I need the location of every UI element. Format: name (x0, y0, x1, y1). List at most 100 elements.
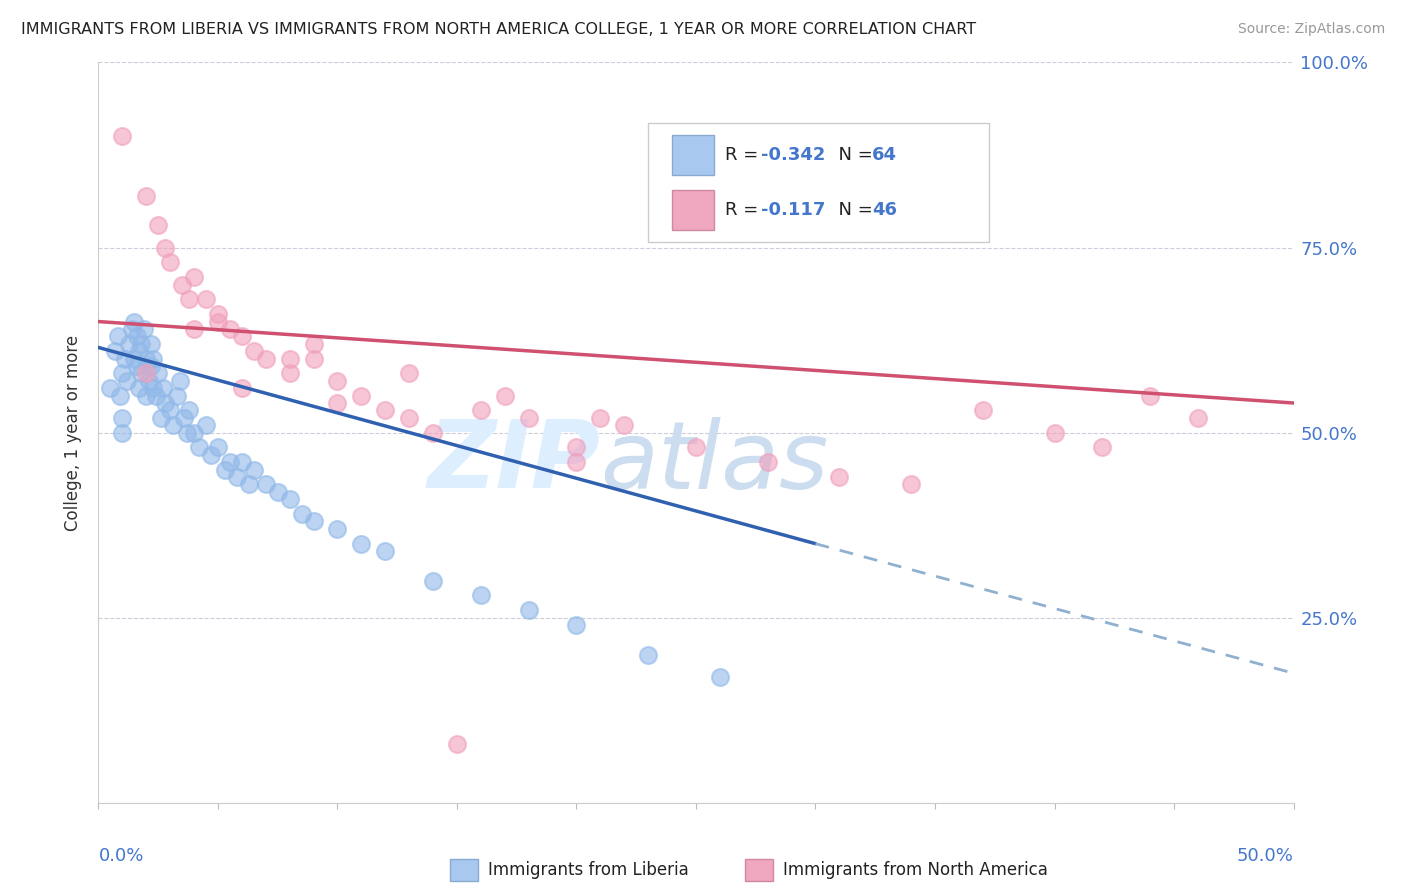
Point (243, 344, 266, 359)
Point (565, 455, 588, 469)
Point (172, 277, 194, 292)
Point (398, 410, 420, 425)
Point (1043, 425, 1066, 440)
Point (1187, 410, 1209, 425)
Text: Immigrants from Liberia: Immigrants from Liberia (488, 861, 689, 879)
Point (291, 507, 314, 521)
Point (709, 670, 731, 684)
Point (828, 470, 851, 484)
Point (200, 448, 222, 462)
Point (326, 396, 349, 410)
Point (108, 388, 131, 402)
Text: atlas: atlas (600, 417, 828, 508)
Text: Immigrants from North America: Immigrants from North America (783, 861, 1047, 879)
Point (128, 381, 150, 395)
Point (446, 737, 468, 751)
Point (517, 603, 540, 617)
Point (613, 418, 636, 433)
Point (166, 388, 188, 402)
Point (219, 322, 242, 336)
Text: N =: N = (827, 201, 879, 219)
Point (135, 188, 157, 202)
Point (350, 536, 373, 550)
Point (125, 329, 148, 343)
Point (111, 410, 134, 425)
Point (254, 351, 277, 366)
Point (302, 515, 325, 529)
Point (207, 314, 229, 328)
Point (422, 574, 444, 588)
Point (1139, 388, 1161, 402)
Point (207, 441, 229, 455)
Point (128, 344, 150, 359)
Point (155, 396, 177, 410)
Point (187, 441, 209, 455)
Point (121, 322, 143, 336)
Point (125, 359, 148, 373)
Point (565, 618, 588, 632)
Point (148, 219, 170, 233)
Point (138, 374, 160, 388)
Point (183, 270, 205, 285)
Point (159, 255, 181, 269)
Point (637, 648, 659, 662)
Point (326, 374, 349, 388)
Text: 50.0%: 50.0% (1237, 847, 1294, 865)
Point (159, 403, 181, 417)
Point (195, 293, 218, 307)
Point (98, 381, 122, 395)
Point (1091, 441, 1114, 455)
Point (107, 329, 129, 343)
Point (142, 351, 165, 366)
Text: IMMIGRANTS FROM LIBERIA VS IMMIGRANTS FROM NORTH AMERICA COLLEGE, 1 YEAR OR MORE: IMMIGRANTS FROM LIBERIA VS IMMIGRANTS FR… (21, 22, 976, 37)
Point (149, 410, 172, 425)
Point (267, 484, 290, 499)
Point (131, 336, 153, 351)
Point (124, 351, 146, 366)
Text: 46: 46 (872, 201, 897, 219)
Point (254, 477, 277, 491)
Text: -0.117: -0.117 (761, 201, 825, 219)
Point (155, 240, 177, 255)
Point (900, 477, 922, 491)
Point (169, 374, 191, 388)
Point (118, 336, 141, 351)
Point (243, 462, 266, 476)
Point (422, 425, 444, 440)
Point (135, 351, 157, 366)
Point (685, 441, 707, 455)
Point (135, 388, 157, 402)
Point (173, 410, 195, 425)
Point (148, 367, 170, 381)
Text: R =: R = (725, 146, 765, 164)
Point (142, 381, 165, 395)
Point (145, 388, 167, 402)
Point (302, 336, 325, 351)
Point (104, 344, 127, 359)
Point (132, 322, 155, 336)
Point (139, 336, 162, 351)
Point (517, 410, 540, 425)
Point (231, 329, 253, 343)
Point (114, 351, 136, 366)
Text: R =: R = (725, 201, 765, 219)
Point (231, 455, 253, 469)
Point (350, 388, 373, 402)
Text: 64: 64 (872, 146, 897, 164)
Point (219, 455, 242, 469)
Point (139, 359, 162, 373)
Point (278, 351, 301, 366)
Text: 0.0%: 0.0% (98, 847, 143, 865)
Point (214, 462, 236, 476)
Text: N =: N = (827, 146, 879, 164)
Point (238, 477, 260, 491)
Point (207, 307, 229, 321)
Point (278, 367, 301, 381)
Point (398, 367, 420, 381)
Point (756, 455, 779, 469)
Point (115, 374, 138, 388)
Point (111, 367, 134, 381)
Point (326, 522, 349, 536)
Point (302, 351, 325, 366)
Point (278, 492, 301, 507)
